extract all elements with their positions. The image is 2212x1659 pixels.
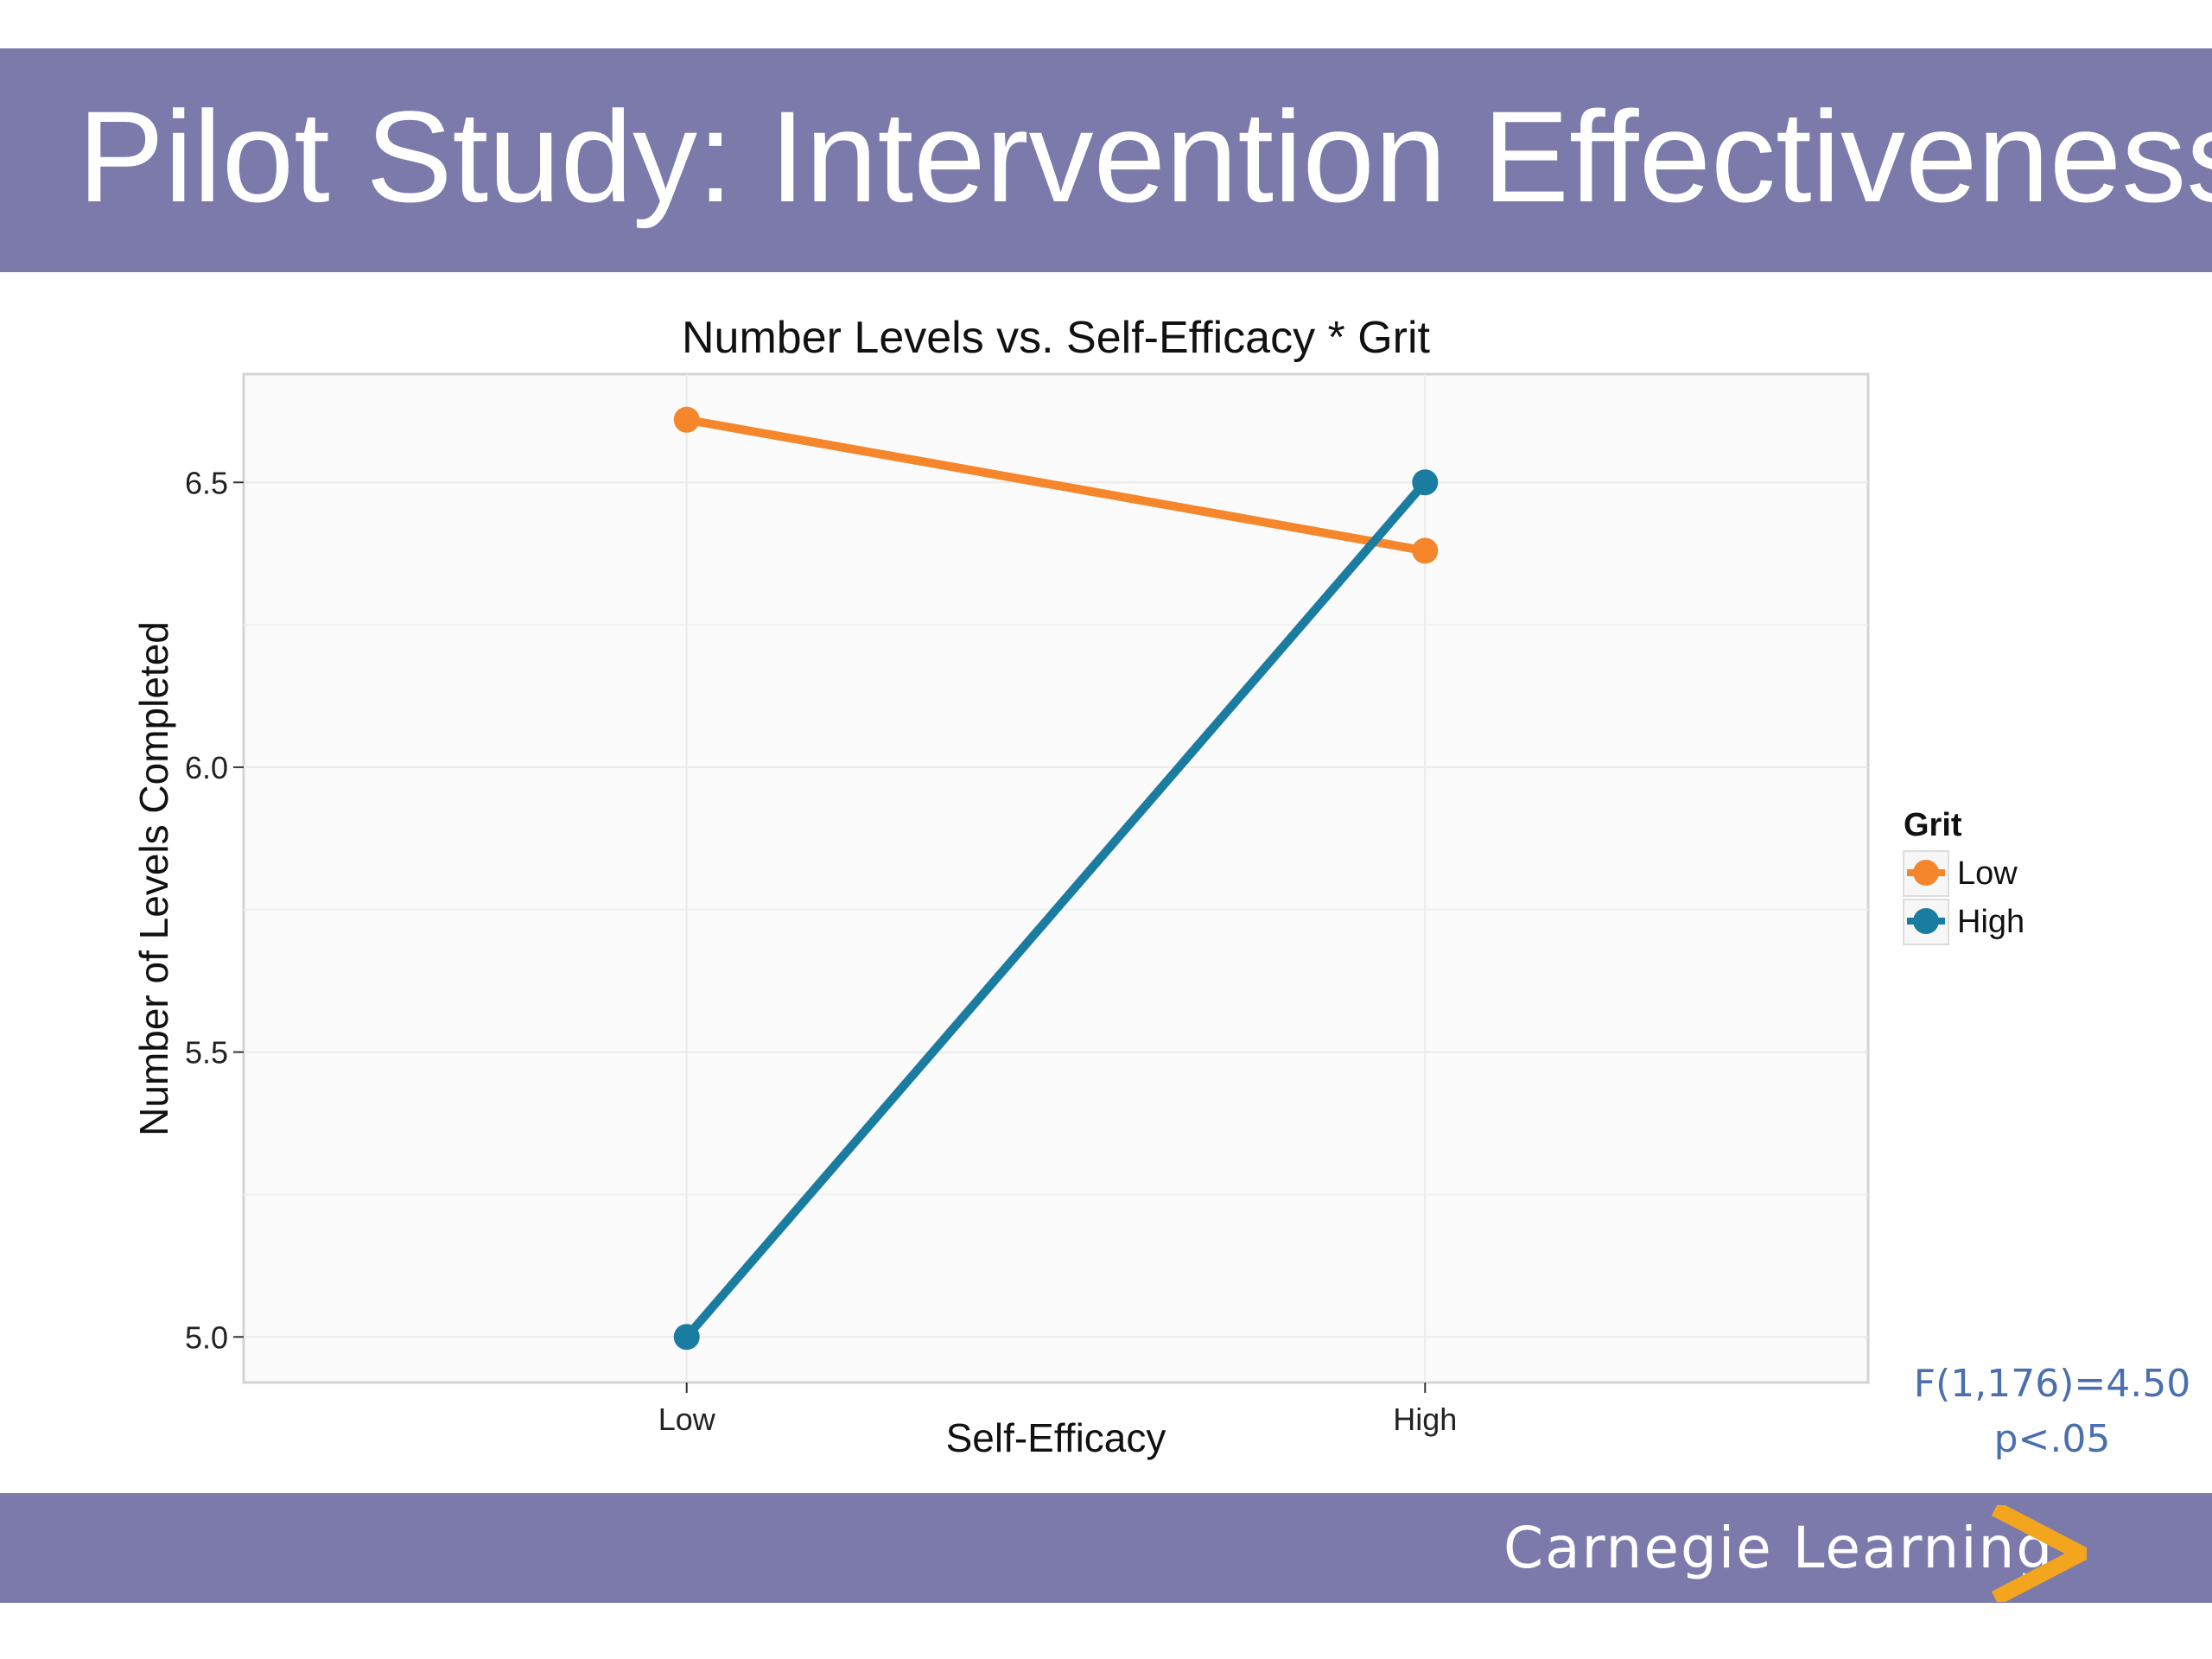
y-tick-label: 5.5: [185, 1035, 228, 1071]
y-tick-label: 5.0: [185, 1319, 228, 1355]
x-axis-label: Self-Efficacy: [946, 1415, 1166, 1460]
series-layer: [673, 406, 1439, 1351]
chart-title: Number Levels vs. Self-Efficacy * Grit: [682, 313, 1431, 363]
plot-panel: [242, 372, 1870, 1384]
stats-annotation: F(1,176)=4.50 p<.05: [1905, 1357, 2199, 1467]
legend-title: Grit: [1904, 807, 1962, 843]
axes: 5.0 5.5 6.0 6.5 Low High: [185, 465, 1457, 1437]
p-value: p<.05: [1993, 1417, 2111, 1461]
data-point-low: [673, 406, 700, 433]
y-tick-label: 6.5: [185, 465, 228, 500]
grid-lines: [244, 374, 1868, 1382]
legend-items: Low High: [1903, 850, 2024, 945]
legend-key-point-low: [1913, 860, 1939, 886]
footer-bar: Carnegie Learning: [0, 1493, 2212, 1603]
legend-label-low: Low: [1957, 855, 2018, 892]
interaction-chart: 5.0 5.5 6.0 6.5 Low High Number Levels vs. Se…: [131, 313, 2024, 1460]
x-tick-label: High: [1393, 1402, 1457, 1437]
chevron-right-icon: [1992, 1505, 2087, 1602]
title-bar: Pilot Study: Intervention Effectiveness: [0, 48, 2212, 272]
data-point-low: [1412, 537, 1439, 564]
legend: Grit Low High: [1903, 807, 2024, 945]
legend-label-high: High: [1957, 904, 2024, 940]
data-point-high: [1412, 469, 1439, 496]
series-line-high: [682, 478, 1430, 1342]
x-tick-label: Low: [658, 1402, 716, 1437]
f-statistic: F(1,176)=4.50: [1913, 1362, 2191, 1406]
series-line-low: [682, 415, 1430, 556]
y-tick-label: 6.0: [185, 750, 228, 785]
data-point-high: [673, 1324, 700, 1351]
slide-title: Pilot Study: Intervention Effectiveness: [78, 84, 2212, 229]
legend-key-point-high: [1913, 908, 1939, 934]
brand-name: Carnegie Learning: [1503, 1515, 2055, 1581]
chart-area: 5.0 5.5 6.0 6.5 Low High Number Levels vs. Se…: [112, 276, 2100, 1491]
y-axis-label: Number of Levels Completed: [131, 621, 176, 1136]
